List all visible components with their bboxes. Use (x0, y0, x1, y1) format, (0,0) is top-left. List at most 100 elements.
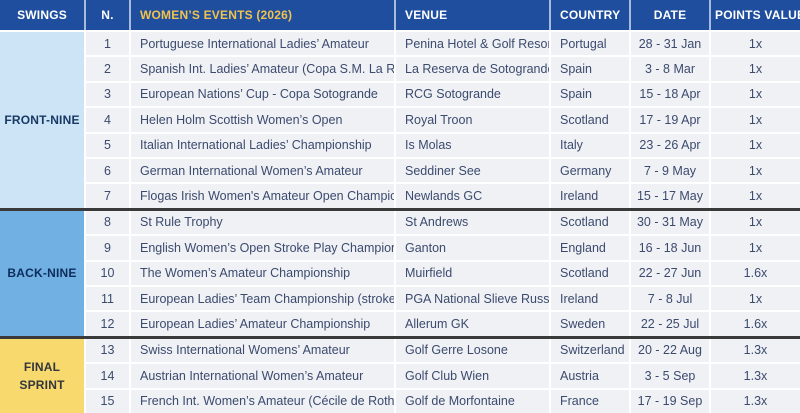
venue-cell: PGA National Slieve Russell (394, 284, 551, 313)
event-row: 7 Flogas Irish Women's Amateur Open Champ… (0, 182, 800, 211)
venue-cell: RCG Sotogrande (394, 80, 551, 109)
points-value-cell: 1x (709, 131, 800, 159)
event-name-cell: The Women’s Amateur Championship (129, 259, 396, 287)
country-cell: Spain (549, 55, 631, 83)
country-cell: Italy (549, 131, 631, 159)
country-cell: France (549, 387, 631, 413)
date-cell: 28 - 31 Jan (629, 29, 711, 58)
date-cell: 7 - 8 Jul (629, 284, 711, 313)
swing-group-cell: FINAL SPRINT (0, 335, 86, 413)
event-name-cell: German International Women’s Amateur (129, 156, 396, 185)
venue-cell: Penina Hotel & Golf Resort (394, 29, 551, 58)
country-cell: Sweden (549, 310, 631, 339)
points-value-cell: 1x (709, 29, 800, 58)
event-name-cell: Italian International Ladies’ Championsh… (129, 131, 396, 159)
event-number-cell: 5 (85, 131, 131, 159)
points-value-cell: 1x (709, 80, 800, 109)
date-cell: 22 - 25 Jul (629, 310, 711, 339)
event-row: BACK-NINE 8 St Rule Trophy St Andrews Scotla… (0, 207, 800, 338)
event-number-cell: 7 (85, 182, 131, 211)
points-value-cell: 1x (709, 284, 800, 313)
date-cell: 16 - 18 Jun (629, 234, 711, 262)
event-name-cell: Swiss International Womens’ Amateur (129, 335, 396, 365)
swing-group-cell: FRONT-NINE (0, 31, 86, 210)
column-header-events: WOMEN’S EVENTS (2026) (129, 0, 395, 32)
venue-cell: Is Molas (394, 131, 551, 159)
points-value-cell: 1x (709, 234, 800, 262)
event-name-cell: Flogas Irish Women's Amateur Open Champi… (129, 182, 396, 211)
event-number-cell: 11 (85, 284, 131, 313)
event-row: 2 Spanish Int. Ladies’ Amateur (Copa S.M.… (0, 55, 800, 83)
event-row: 12 European Ladies’ Amateur Championship A… (0, 310, 800, 339)
points-value-cell: 1x (709, 55, 800, 83)
date-cell: 23 - 26 Apr (629, 131, 711, 159)
points-value-cell: 1x (709, 182, 800, 211)
points-value-cell: 1x (709, 207, 800, 237)
event-row: 3 European Nations’ Cup - Copa Sotogrande… (0, 80, 800, 109)
date-cell: 15 - 17 May (629, 182, 711, 211)
date-cell: 20 - 22 Aug (629, 335, 711, 365)
date-cell: 30 - 31 May (629, 207, 711, 237)
event-row: 15 French Int. Women’s Amateur (Cécile de… (0, 387, 800, 413)
event-name-cell: French Int. Women’s Amateur (Cécile de R… (129, 387, 396, 413)
event-name-cell: European Nations’ Cup - Copa Sotogrande (129, 80, 396, 109)
venue-cell: Royal Troon (394, 106, 551, 134)
event-row: 10 The Women’s Amateur Championship Muirfi… (0, 259, 800, 287)
country-cell: Ireland (549, 182, 631, 211)
column-header-country: COUNTRY (549, 0, 630, 32)
points-value-cell: 1.6x (709, 310, 800, 339)
event-row: 6 German International Women’s Amateur Sed… (0, 156, 800, 185)
event-number-cell: 10 (85, 259, 131, 287)
event-row: 9 English Women’s Open Stroke Play Champi… (0, 234, 800, 262)
event-number-cell: 15 (85, 387, 131, 413)
venue-cell: La Reserva de Sotogrande (394, 55, 551, 83)
country-cell: Scotland (549, 207, 631, 237)
event-name-cell: European Ladies’ Amateur Championship (129, 310, 396, 339)
event-name-cell: Spanish Int. Ladies’ Amateur (Copa S.M. … (129, 55, 396, 83)
venue-cell: Golf Gerre Losone (394, 335, 551, 365)
venue-cell: St Andrews (394, 207, 551, 237)
event-number-cell: 6 (85, 156, 131, 185)
event-row: 14 Austrian International Women’s Amateur… (0, 362, 800, 390)
event-number-cell: 9 (85, 234, 131, 262)
column-header-venue: VENUE (394, 0, 550, 32)
venue-cell: Seddiner See (394, 156, 551, 185)
date-cell: 15 - 18 Apr (629, 80, 711, 109)
event-number-cell: 1 (85, 29, 131, 58)
column-header-number: N. (84, 0, 130, 32)
event-number-cell: 3 (85, 80, 131, 109)
event-name-cell: Portuguese International Ladies’ Amateur (129, 29, 396, 58)
country-cell: Scotland (549, 106, 631, 134)
points-value-cell: 1.6x (709, 259, 800, 287)
country-cell: Spain (549, 80, 631, 109)
points-value-cell: 1.3x (709, 362, 800, 390)
event-row: 4 Helen Holm Scottish Women’s Open Royal T… (0, 106, 800, 134)
event-number-cell: 4 (85, 106, 131, 134)
event-name-cell: Helen Holm Scottish Women’s Open (129, 106, 396, 134)
event-row: 11 European Ladies’ Team Championship (st… (0, 284, 800, 313)
date-cell: 3 - 8 Mar (629, 55, 711, 83)
event-row: FRONT-NINE 1 Portuguese International Ladi… (0, 29, 800, 210)
event-number-cell: 14 (85, 362, 131, 390)
venue-cell: Allerum GK (394, 310, 551, 339)
country-cell: Portugal (549, 29, 631, 58)
date-cell: 3 - 5 Sep (629, 362, 711, 390)
swing-group-cell: BACK-NINE (0, 207, 86, 338)
venue-cell: Golf de Morfontaine (394, 387, 551, 413)
points-value-cell: 1x (709, 106, 800, 134)
header-row: SWINGS N. WOMEN’S EVENTS (2026) VENUE CO… (0, 0, 800, 32)
event-number-cell: 8 (85, 207, 131, 237)
column-header-date: DATE (629, 0, 710, 32)
points-value-cell: 1x (709, 156, 800, 185)
event-number-cell: 12 (85, 310, 131, 339)
event-number-cell: 2 (85, 55, 131, 83)
date-cell: 7 - 9 May (629, 156, 711, 185)
points-value-cell: 1.3x (709, 335, 800, 365)
country-cell: Scotland (549, 259, 631, 287)
country-cell: England (549, 234, 631, 262)
country-cell: Switzerland (549, 335, 631, 365)
column-header-swings: SWINGS (0, 0, 85, 32)
event-row: FINAL SPRINT 13 Swiss International Womens… (0, 335, 800, 413)
